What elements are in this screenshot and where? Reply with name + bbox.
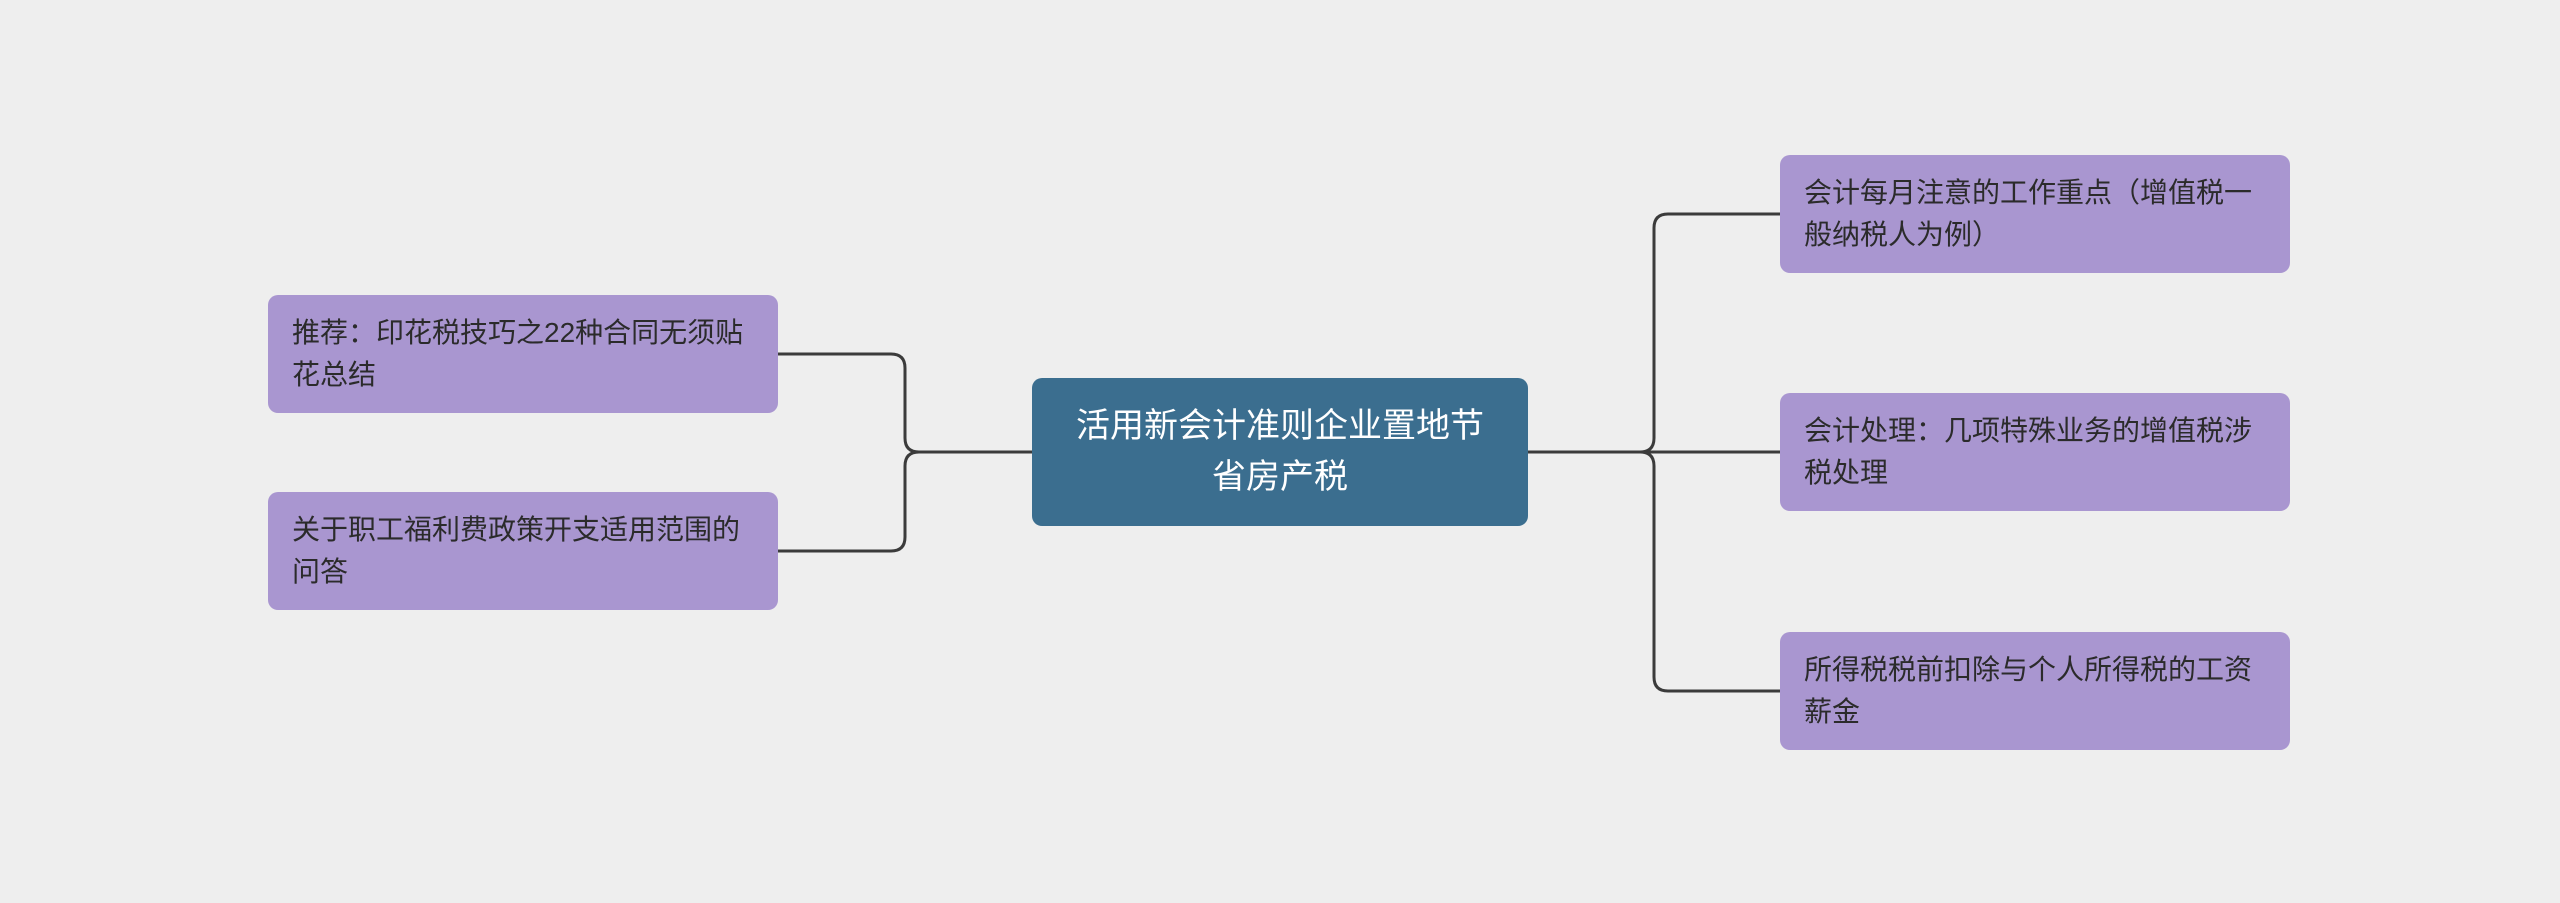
mindmap-center-node[interactable]: 活用新会计准则企业置地节省房产税 [1032,378,1528,526]
connector-path [1528,214,1780,452]
mindmap-branch-right-1[interactable]: 会计处理：几项特殊业务的增值税涉税处理 [1780,393,2290,511]
connector-path [1528,452,1780,691]
branch-label: 关于职工福利费政策开支适用范围的问答 [292,509,754,593]
branch-label: 推荐：印花税技巧之22种合同无须贴花总结 [292,312,754,396]
branch-label: 会计每月注意的工作重点（增值税一般纳税人为例） [1804,172,2266,256]
connector-path [778,452,1032,551]
branch-label: 会计处理：几项特殊业务的增值税涉税处理 [1804,410,2266,494]
mindmap-branch-right-0[interactable]: 会计每月注意的工作重点（增值税一般纳税人为例） [1780,155,2290,273]
center-node-label: 活用新会计准则企业置地节省房产税 [1062,401,1498,503]
mindmap-branch-right-2[interactable]: 所得税税前扣除与个人所得税的工资薪金 [1780,632,2290,750]
branch-label: 所得税税前扣除与个人所得税的工资薪金 [1804,649,2266,733]
mindmap-canvas: 活用新会计准则企业置地节省房产税 推荐：印花税技巧之22种合同无须贴花总结关于职… [0,0,2560,903]
mindmap-branch-left-0[interactable]: 推荐：印花税技巧之22种合同无须贴花总结 [268,295,778,413]
mindmap-branch-left-1[interactable]: 关于职工福利费政策开支适用范围的问答 [268,492,778,610]
connector-path [778,354,1032,452]
